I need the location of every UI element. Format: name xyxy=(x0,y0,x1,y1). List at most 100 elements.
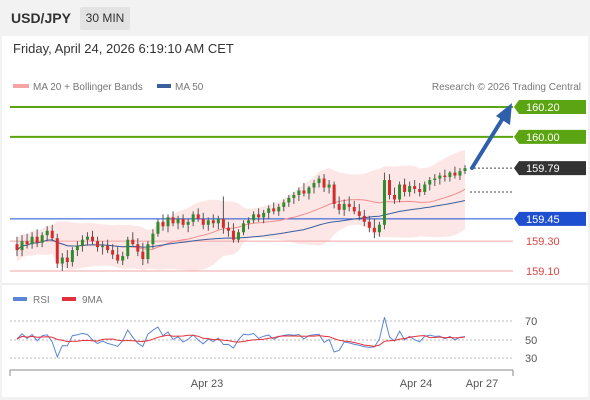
forecast-arrow xyxy=(470,103,512,170)
x-label-apr24: Apr 24 xyxy=(400,378,432,390)
arrow-shaft xyxy=(470,116,505,170)
candle-body xyxy=(201,218,205,225)
candle-body xyxy=(458,171,462,176)
candle-body xyxy=(297,190,301,195)
candle-body xyxy=(317,178,321,184)
candle-body xyxy=(403,184,407,192)
candle-body xyxy=(231,230,235,240)
price-tag-bg xyxy=(514,129,586,144)
price-tag-bg xyxy=(514,100,586,114)
candle-body xyxy=(453,172,457,176)
candle-body xyxy=(65,257,69,263)
candle-body xyxy=(221,218,225,228)
candle-body xyxy=(337,203,341,210)
ma50-line xyxy=(16,200,466,251)
candle-body xyxy=(372,227,376,233)
candle-body xyxy=(40,235,44,243)
candle-body xyxy=(236,232,240,240)
candle-body xyxy=(171,217,175,224)
candle-body xyxy=(131,239,135,245)
candle-body xyxy=(151,233,155,245)
x-label-apr27: Apr 27 xyxy=(466,378,498,390)
candle-body xyxy=(161,221,165,227)
candle-body xyxy=(50,230,54,239)
candle-body xyxy=(85,236,89,240)
rsi-panel xyxy=(10,317,513,359)
rsi9ma-legend-swatch xyxy=(62,297,76,301)
rsi-legend-label: RSI xyxy=(33,295,50,306)
candle-body xyxy=(282,202,286,207)
candle-body xyxy=(332,184,336,204)
candle-body xyxy=(247,220,251,224)
candle-body xyxy=(226,227,230,231)
bollinger-bands xyxy=(17,149,465,271)
candle-body xyxy=(216,218,220,224)
candle-body xyxy=(347,203,351,207)
x-label-apr23: Apr 23 xyxy=(191,378,223,390)
candle-body xyxy=(352,206,356,212)
candle-body xyxy=(55,238,59,264)
candle-body xyxy=(15,244,19,251)
candle-body xyxy=(196,214,200,219)
candle-body xyxy=(60,257,64,264)
rsi-tick-50: 50 xyxy=(525,335,537,347)
timeframe-button[interactable]: 30 MIN xyxy=(80,7,130,30)
candle-body xyxy=(106,245,110,251)
candle-body xyxy=(101,245,105,248)
candle-body xyxy=(257,214,261,218)
candle-body xyxy=(186,221,190,225)
ma20-legend-label: MA 20 + Bollinger Bands xyxy=(33,82,143,93)
candle-body xyxy=(35,236,39,243)
candle-body xyxy=(75,245,79,251)
candle-body xyxy=(393,194,397,200)
moving-averages xyxy=(16,188,466,251)
candle-body xyxy=(242,223,246,233)
candle-body xyxy=(211,220,215,224)
ma20-legend-swatch xyxy=(13,84,29,88)
candle-body xyxy=(292,194,296,198)
ma50-legend-swatch xyxy=(157,84,171,88)
candle-body xyxy=(387,180,391,195)
candle-body xyxy=(342,203,346,210)
candle-body xyxy=(423,184,427,192)
candle-body xyxy=(362,215,366,222)
candle-body xyxy=(433,178,437,181)
candle-body xyxy=(377,224,381,233)
candle-body xyxy=(116,254,120,261)
arrow-head xyxy=(496,103,512,125)
candle-body xyxy=(20,241,24,251)
candle-body xyxy=(398,184,402,200)
ma50-legend-label: MA 50 xyxy=(175,82,204,93)
candle-body xyxy=(357,211,361,216)
candle-body xyxy=(96,241,100,248)
candle-body xyxy=(252,214,256,221)
copyright-label: Research © 2026 Trading Central xyxy=(432,82,581,93)
candle-body xyxy=(146,244,150,260)
candle-body xyxy=(191,214,195,222)
candle-body xyxy=(262,212,266,218)
candle-body xyxy=(307,187,311,194)
candle-body xyxy=(382,180,386,225)
price-tag-159.10: 159.10 xyxy=(526,266,560,278)
candle-body xyxy=(413,186,417,189)
candle-body xyxy=(126,239,130,257)
candle-body xyxy=(70,250,74,263)
price-tag-160.20: 160.20 xyxy=(526,102,560,114)
candle-body xyxy=(438,175,442,179)
candle-body xyxy=(312,183,316,188)
price-tag-bg xyxy=(514,211,586,226)
candle-body xyxy=(448,172,452,178)
rsi-9ma-line xyxy=(16,334,466,347)
candle-body xyxy=(463,168,467,172)
rsi-legend-swatch xyxy=(13,297,27,301)
rsi-tick-70: 70 xyxy=(525,316,537,328)
candle-body xyxy=(206,220,210,225)
candle-body xyxy=(111,250,115,255)
candle-body xyxy=(176,218,180,224)
candle-body xyxy=(181,218,185,225)
candle-body xyxy=(408,186,412,192)
bollinger-band-area xyxy=(17,149,465,271)
candle-body xyxy=(277,206,281,212)
candle-body xyxy=(156,221,160,234)
